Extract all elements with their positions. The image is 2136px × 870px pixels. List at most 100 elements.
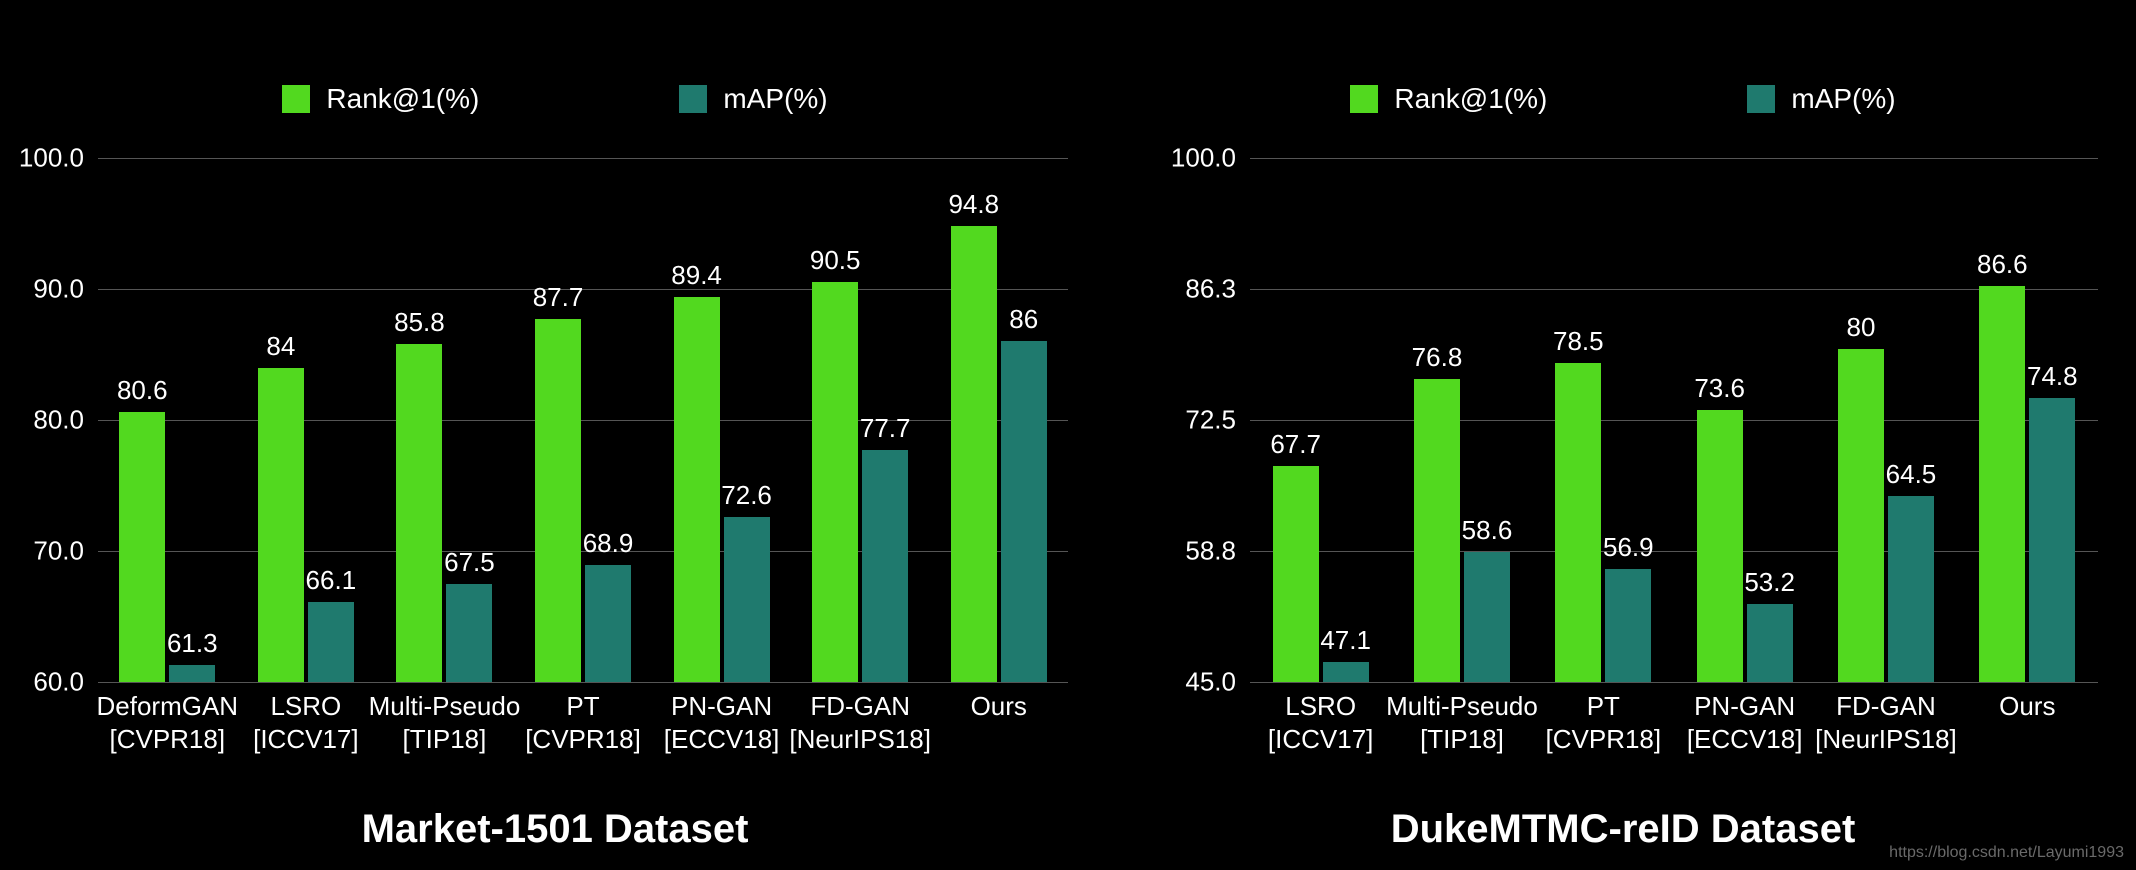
xtick-name: Multi-Pseudo (1386, 690, 1538, 723)
xtick-name: PN-GAN (664, 690, 780, 723)
bar-rank1: 80.6 (119, 412, 165, 682)
bar-value-label: 78.5 (1553, 326, 1604, 357)
xtick-label: PT[CVPR18] (1546, 682, 1662, 755)
legend: Rank@1(%) mAP(%) (1110, 0, 2136, 120)
xtick-sub: [NeurIPS18] (1815, 723, 1957, 756)
bar-value-label: 86.6 (1977, 249, 2028, 280)
bar-value-label: 66.1 (306, 565, 357, 596)
xtick-name: DeformGAN (96, 690, 238, 723)
ytick-label: 70.0 (33, 536, 84, 567)
xtick-name: PT (1546, 690, 1662, 723)
legend-label: Rank@1(%) (1394, 83, 1547, 115)
xtick-label: DeformGAN[CVPR18] (96, 682, 238, 755)
bar-map: 64.5 (1888, 496, 1934, 682)
bar-group: 94.886Ours (929, 158, 1068, 682)
xtick-sub: [TIP18] (1386, 723, 1538, 756)
bar-rank1: 87.7 (535, 319, 581, 682)
ytick-label: 58.8 (1185, 535, 1236, 566)
legend-item-map: mAP(%) (679, 83, 827, 115)
xtick-sub: [ECCV18] (664, 723, 780, 756)
bar-value-label: 53.2 (1744, 567, 1795, 598)
xtick-sub: [CVPR18] (1546, 723, 1662, 756)
bar-value-label: 56.9 (1603, 532, 1654, 563)
bar-map: 68.9 (585, 565, 631, 682)
bar-value-label: 67.7 (1270, 429, 1321, 460)
bar-rank1: 86.6 (1979, 286, 2025, 682)
bar-rank1: 76.8 (1414, 379, 1460, 682)
xtick-name: FD-GAN (1815, 690, 1957, 723)
bar-rank1: 94.8 (951, 226, 997, 682)
bar-map: 61.3 (169, 665, 215, 682)
bar-value-label: 85.8 (394, 307, 445, 338)
bar-rank1: 90.5 (812, 282, 858, 682)
chart-area: 60.070.080.090.0100.080.661.3DeformGAN[C… (0, 120, 1110, 795)
bar-value-label: 87.7 (533, 282, 584, 313)
bar-map: 72.6 (724, 517, 770, 682)
bar-group: 8064.5FD-GAN[NeurIPS18] (1815, 158, 1956, 682)
xtick-label: PT[CVPR18] (525, 682, 641, 755)
bar-map: 66.1 (308, 602, 354, 682)
page-root: Rank@1(%)mAP(%)60.070.080.090.0100.080.6… (0, 0, 2136, 870)
bar-map: 67.5 (446, 584, 492, 682)
bar-groups: 67.747.1LSRO[ICCV17]76.858.6Multi-Pseudo… (1250, 158, 2098, 682)
bar-value-label: 90.5 (810, 245, 861, 276)
xtick-label: FD-GAN[NeurIPS18] (1815, 682, 1957, 755)
bar-group: 85.867.5Multi-Pseudo[TIP18] (375, 158, 514, 682)
ytick-label: 90.0 (33, 274, 84, 305)
ytick-label: 100.0 (1171, 143, 1236, 174)
bar-group: 76.858.6Multi-Pseudo[TIP18] (1391, 158, 1532, 682)
bar-rank1: 85.8 (396, 344, 442, 682)
bar-value-label: 68.9 (583, 528, 634, 559)
xtick-label: Ours (1999, 682, 2055, 723)
legend-label: mAP(%) (723, 83, 827, 115)
xtick-label: LSRO[ICCV17] (1268, 682, 1374, 755)
legend-item-rank1: Rank@1(%) (1350, 83, 1547, 115)
xtick-sub: [TIP18] (369, 723, 521, 756)
bar-value-label: 72.6 (721, 480, 772, 511)
bar-map: 74.8 (2029, 398, 2075, 682)
bar-group: 67.747.1LSRO[ICCV17] (1250, 158, 1391, 682)
chart-panel: Rank@1(%) mAP(%) 45.058.872.586.3100.067.7… (1110, 0, 2136, 870)
bar-rank1: 89.4 (674, 297, 720, 682)
legend-item-rank1: Rank@1(%) (282, 83, 479, 115)
bar-map: 56.9 (1605, 569, 1651, 682)
xtick-name: PN-GAN (1687, 690, 1803, 723)
xtick-label: Multi-Pseudo[TIP18] (369, 682, 521, 755)
chart-title: Market-1501 Dataset (0, 795, 1110, 870)
bar-rank1: 78.5 (1555, 363, 1601, 682)
xtick-label: FD-GAN[NeurIPS18] (789, 682, 931, 755)
xtick-name: FD-GAN (789, 690, 931, 723)
ytick-label: 86.3 (1185, 273, 1236, 304)
bar-group: 8466.1LSRO[ICCV17] (237, 158, 376, 682)
legend-swatch (282, 85, 310, 113)
bar-rank1: 73.6 (1697, 410, 1743, 682)
xtick-sub: [NeurIPS18] (789, 723, 931, 756)
bar-value-label: 64.5 (1886, 459, 1937, 490)
xtick-sub: [CVPR18] (96, 723, 238, 756)
bar-group: 89.472.6PN-GAN[ECCV18] (652, 158, 791, 682)
bar-group: 86.674.8Ours (1957, 158, 2098, 682)
bar-value-label: 84 (266, 331, 295, 362)
xtick-sub: [ICCV17] (253, 723, 359, 756)
xtick-sub: [CVPR18] (525, 723, 641, 756)
legend-swatch (1350, 85, 1378, 113)
chart-panel: Rank@1(%)mAP(%)60.070.080.090.0100.080.6… (0, 0, 1110, 870)
bar-group: 78.556.9PT[CVPR18] (1533, 158, 1674, 682)
bar-groups: 80.661.3DeformGAN[CVPR18]8466.1LSRO[ICCV… (98, 158, 1068, 682)
watermark: https://blog.csdn.net/Layumi1993 (1889, 844, 2124, 862)
xtick-name: Multi-Pseudo (369, 690, 521, 723)
legend-swatch (1747, 85, 1775, 113)
bar-map: 58.6 (1464, 552, 1510, 682)
bar-map: 86 (1001, 341, 1047, 682)
plot: 45.058.872.586.3100.067.747.1LSRO[ICCV17… (1250, 158, 2098, 682)
legend-item-map: mAP(%) (1747, 83, 1895, 115)
bar-value-label: 67.5 (444, 547, 495, 578)
gridline: 45.0 (1250, 682, 2098, 683)
bar-value-label: 80.6 (117, 375, 168, 406)
xtick-label: Ours (971, 682, 1027, 723)
xtick-label: LSRO[ICCV17] (253, 682, 359, 755)
legend-label: mAP(%) (1791, 83, 1895, 115)
bar-group: 73.653.2PN-GAN[ECCV18] (1674, 158, 1815, 682)
bar-rank1: 67.7 (1273, 466, 1319, 682)
bar-group: 80.661.3DeformGAN[CVPR18] (98, 158, 237, 682)
